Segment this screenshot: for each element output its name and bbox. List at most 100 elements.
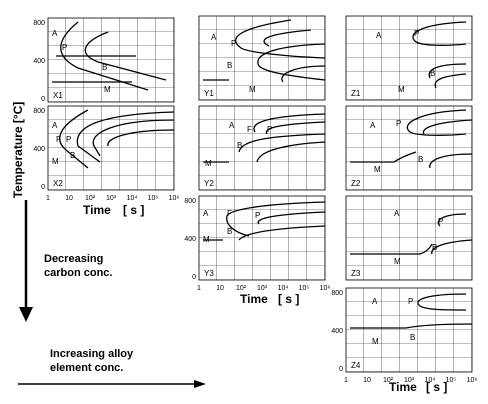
x-tick-label: 10⁵ (446, 377, 457, 384)
martensite-label: M (249, 85, 256, 94)
panel-grid (198, 195, 326, 281)
ttt-panel-y3: A F P B M Y3 800 400 01 10 10² 10³ 10⁴ 10⁵ 10⁶ (184, 195, 330, 292)
transformation-curve (235, 19, 326, 59)
transformation-curve (405, 323, 473, 329)
y-tick-label: 400 (33, 146, 45, 153)
time-axis-label-col3: Time [ s ] (389, 380, 447, 394)
panel-grid (345, 15, 473, 101)
ttt-panel-y1: A P B M Y1 (198, 15, 326, 101)
transformation-curve (422, 119, 473, 135)
y-tick-label: 0 (339, 366, 343, 373)
bainite-label: B (430, 69, 435, 78)
x-tick-label: 10² (236, 285, 247, 292)
transformation-curve (412, 21, 467, 46)
transformation-curve (281, 65, 326, 83)
transformation-curve (60, 21, 149, 91)
time-unit: [ s ] (123, 203, 144, 217)
x-tick-label: 10⁶ (467, 377, 478, 384)
panel-grid (345, 287, 473, 373)
martensite-label: M (205, 159, 212, 168)
transformation-curve (253, 113, 326, 133)
carbon-annotation-line2: carbon conc. (44, 267, 112, 279)
ferrite-label: F (56, 135, 61, 144)
x-tick-label: 1 (46, 195, 50, 202)
y-tick-label: 800 (331, 290, 343, 297)
transformation-curve (428, 63, 467, 79)
bainite-label: B (418, 155, 423, 164)
transformation-curve (92, 119, 175, 157)
transformation-curve (437, 213, 467, 227)
panel-grid (198, 105, 326, 191)
alloy-annotation-line1: Increasing alloy (50, 348, 134, 360)
martensite-label: M (374, 165, 381, 174)
transformation-curve (107, 129, 175, 147)
transformation-curve (431, 239, 473, 255)
panel-grid (47, 105, 175, 191)
ttt-panel-x2: AF PB M X2 800 400 01 10 10² 10³ 10⁴ 10⁵ 10⁶ (33, 105, 180, 202)
panel-grid (47, 17, 175, 103)
alloy-annotation-line2: element conc. (50, 362, 123, 374)
x-tick-label: 10 (65, 195, 73, 202)
pearlite-label: P (414, 29, 419, 38)
x-tick-label: 10³ (257, 285, 268, 292)
pearlite-label: P (438, 217, 443, 226)
austenite-label: A (372, 297, 378, 306)
x-tick-label: 10⁴ (425, 377, 436, 384)
austenite-label: A (211, 33, 217, 42)
panel-id-label: X1 (53, 91, 63, 100)
martensite-label: M (394, 257, 401, 266)
x-tick-label: 1 (344, 377, 348, 384)
x-tick-label: 10⁶ (169, 195, 180, 202)
ttt-panel-z4: A P B M Z4 800 400 01 10 10² 10³ 10⁴ 10⁵ 10⁶ (331, 287, 478, 384)
panel-grid (198, 15, 326, 101)
transformation-curve (263, 29, 312, 47)
pearlite-label: P (62, 43, 67, 52)
carbon-annotation-line1: Decreasing (44, 253, 103, 265)
bainite-label: B (237, 141, 242, 150)
bainite-label: B (410, 333, 415, 342)
bainite-label: B (432, 243, 437, 252)
y-tick-label: 800 (33, 20, 45, 27)
transformation-curve (226, 201, 326, 237)
y-tick-label: 400 (33, 58, 45, 65)
transformation-curve (238, 133, 326, 153)
panel-id-label: Y3 (204, 269, 214, 278)
ttt-panel-y2: A F P B M Y2 (198, 105, 326, 191)
ttt-panel-z1: A P B M Z1 (345, 15, 473, 101)
transformation-curve (59, 109, 89, 169)
pearlite-label: P (408, 297, 413, 306)
bainite-label: B (227, 227, 232, 236)
ttt-panel-z3: A P B M Z3 (345, 195, 473, 281)
austenite-label: A (370, 121, 376, 130)
time-label: Time (389, 380, 417, 394)
x-tick-label: 10³ (404, 377, 415, 384)
panel-grid (345, 105, 473, 191)
austenite-label: A (52, 121, 58, 130)
martensite-label: M (104, 85, 111, 94)
panel-id-label: Z2 (351, 179, 361, 188)
transformation-curve (265, 121, 326, 135)
time-axis-label-col2: Time [ s ] (240, 292, 299, 306)
transformation-curve (76, 111, 175, 163)
transformation-curve (406, 109, 467, 136)
bainite-label: B (102, 63, 107, 72)
time-label: Time (240, 292, 268, 306)
panel-id-label: X2 (53, 179, 63, 188)
transformation-curve (417, 293, 467, 311)
bainite-label: B (227, 61, 232, 70)
pearlite-label: P (66, 135, 71, 144)
panel-id-label: Y1 (204, 89, 214, 98)
panel-id-label: Y2 (204, 179, 214, 188)
y-tick-label: 800 (184, 198, 196, 205)
x-tick-label: 10⁵ (148, 195, 159, 202)
time-unit: [ s ] (426, 380, 447, 394)
pearlite-label: P (267, 125, 272, 134)
y-tick-label: 0 (192, 274, 196, 281)
panel-grid (345, 195, 473, 281)
transformation-curve (257, 211, 326, 225)
x-tick-label: 10³ (106, 195, 117, 202)
transformation-curve (434, 73, 467, 89)
x-tick-label: 10² (85, 195, 96, 202)
martensite-label: M (52, 157, 59, 166)
